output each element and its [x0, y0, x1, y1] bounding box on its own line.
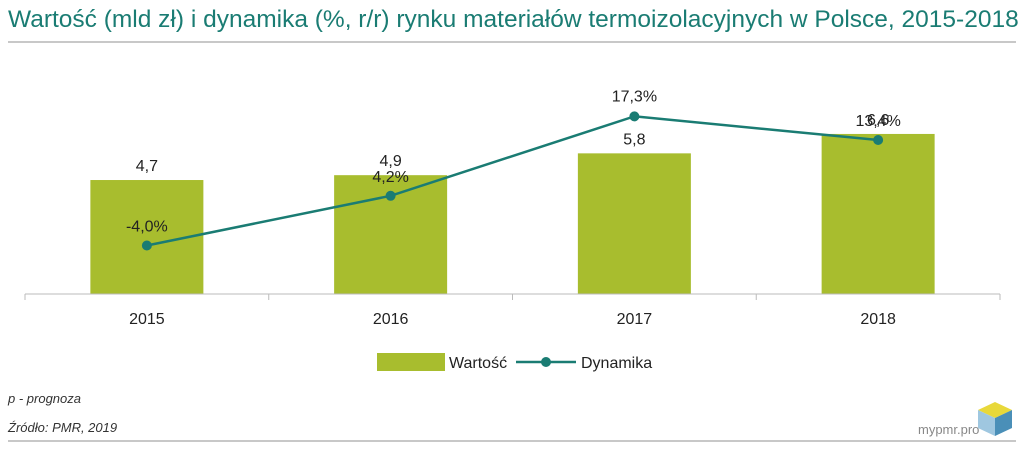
point-dynamika-2015	[141, 240, 152, 251]
combo-chart: 4,7 4,9 5,8 6,6 2015 2016 2017 2018 -4,0% 4,2% 1…	[24, 88, 1001, 372]
bar-value-label: 5,8	[623, 131, 645, 148]
x-tick-label: 2016	[373, 311, 409, 328]
chart-title: Wartość (mld zł) i dynamika (%, r/r) ryn…	[8, 6, 1019, 33]
forecast-note: p - prognoza	[8, 391, 81, 406]
bar-wartosc-2018	[821, 133, 935, 294]
legend-label-dynamika: Dynamika	[581, 355, 652, 372]
bar-wartosc-2017	[577, 153, 691, 294]
legend-label-wartosc: Wartość	[449, 355, 507, 372]
footer-divider	[8, 440, 1016, 442]
brand-text: mypmr.pro	[918, 422, 980, 437]
bar-value-label: 6,6	[867, 112, 889, 129]
line-value-label: 13,4%	[855, 113, 900, 130]
legend-swatch-wartosc	[377, 353, 445, 371]
point-dynamika-2016	[385, 190, 396, 201]
line-value-label: -4,0%	[126, 219, 168, 236]
legend-marker-dynamika	[541, 357, 551, 367]
title-divider	[8, 41, 1016, 43]
x-tick-label: 2017	[617, 311, 653, 328]
x-tick-label: 2015	[129, 311, 165, 328]
line-value-label: 4,2%	[372, 169, 408, 186]
line-dynamika	[146, 115, 879, 247]
bar-value-label: 4,9	[380, 153, 402, 170]
x-tick-label: 2018	[860, 311, 896, 328]
line-value-label: 17,3%	[612, 88, 657, 105]
point-dynamika-2018	[873, 135, 884, 146]
point-dynamika-2017	[629, 111, 640, 122]
brand-logo-icon	[978, 402, 1012, 436]
bar-value-label: 4,7	[136, 158, 158, 175]
source-note: Źródło: PMR, 2019	[8, 420, 118, 435]
